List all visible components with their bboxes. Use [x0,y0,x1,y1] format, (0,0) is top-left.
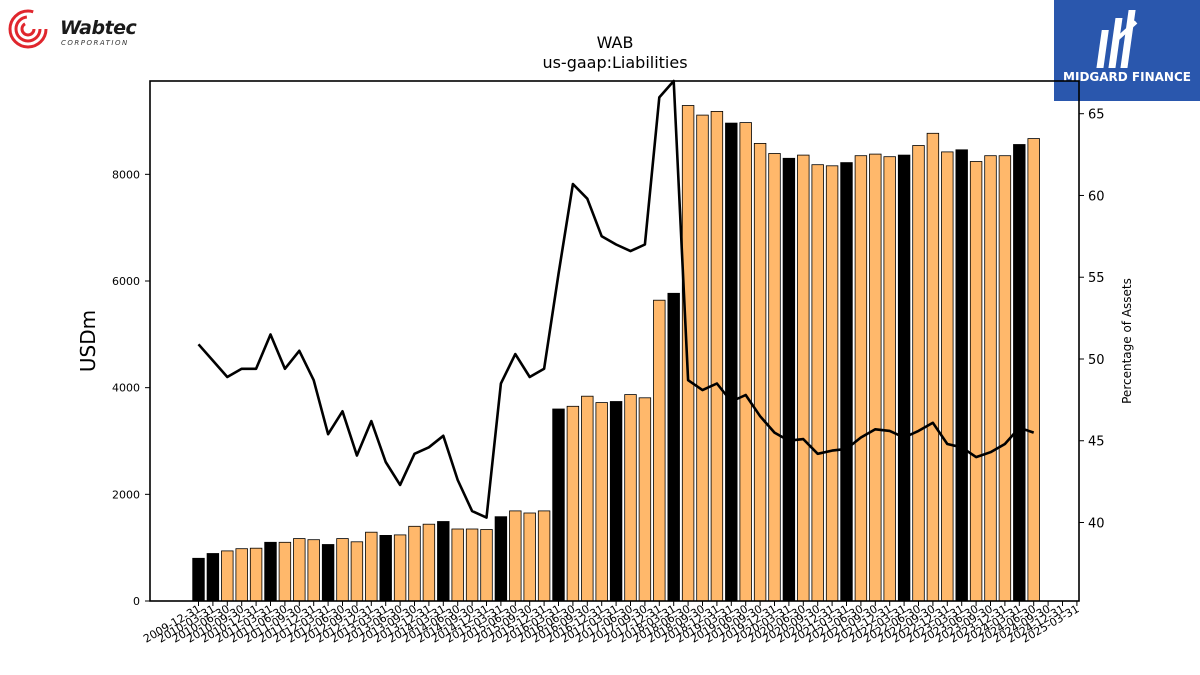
bar [595,402,608,602]
y2-tick-label: 60 [1088,189,1105,204]
bar [321,544,335,602]
y2-tick-label: 55 [1088,271,1105,286]
bar [696,114,709,602]
bar [307,539,320,602]
x-axis: 2009-12-312010-03-312010-06-302010-09-30… [141,601,1081,646]
bar [249,547,263,602]
y-axis: 0 2000 4000 6000 8000 [112,168,150,608]
y-tick-label: 2000 [112,488,140,501]
bar [912,145,925,602]
bar [897,154,911,602]
bar [624,394,637,602]
bar [854,155,868,602]
wabtec-name: Wabtec [60,17,137,39]
bar [653,299,666,602]
y2-tick-label: 65 [1088,108,1105,123]
bar [408,525,421,602]
bar [955,149,968,602]
bar [480,529,493,602]
bar [984,155,997,602]
bar [797,154,810,602]
bar [278,541,292,602]
bar [221,550,234,602]
y-axis-label: USDm [76,310,100,372]
bar [365,531,378,602]
bar [969,161,983,602]
bar [638,397,652,602]
bar [725,122,738,602]
bar [523,512,536,602]
bar [393,534,407,602]
bar [537,510,551,602]
bar [883,156,896,602]
percentage-line [197,79,1035,519]
bar [264,541,277,602]
y2-tick-label: 45 [1088,435,1105,450]
bar [1027,138,1040,602]
wabtec-swirl-icon [8,9,48,49]
bar [869,153,882,602]
bar [465,528,479,602]
bar [451,528,464,602]
y-tick-label: 8000 [112,168,140,181]
bar [336,538,349,602]
bar [739,122,752,602]
bar [710,111,724,602]
y2-tick-label: 40 [1088,517,1105,532]
wabtec-subtitle: CORPORATION [61,39,129,47]
bar [941,151,954,602]
bar [566,405,580,602]
y-tick-label: 0 [133,595,140,608]
bar [609,401,623,602]
y2-axis-label: Percentage of Assets [1120,278,1134,404]
bar [753,142,767,602]
wabtec-logo: Wabtec CORPORATION [8,8,148,52]
bar [509,510,522,602]
bar [293,538,306,602]
bar [998,155,1012,602]
y2-axis: 40 45 50 55 60 65 [1079,108,1105,532]
bar [581,395,594,602]
bar [552,408,565,602]
midgard-finance-name: MIDGARD FINANCE [1063,70,1191,84]
chart-subtitle: us-gaap:Liabilities [542,53,687,72]
bar [782,157,796,602]
bar [811,164,824,602]
bar [350,541,364,602]
bar [494,516,508,602]
chart-title: WAB [597,33,634,52]
bar [667,292,680,602]
bar-series [192,105,1040,602]
bar [840,162,853,602]
midgard-emblem-icon [1096,10,1138,68]
y2-tick-label: 50 [1088,353,1105,368]
bar [926,132,940,602]
y-tick-label: 6000 [112,275,140,288]
bar [1013,144,1026,602]
y-tick-label: 4000 [112,382,140,395]
bar [206,553,220,602]
bar [422,523,436,602]
bar [768,153,781,602]
bar [192,557,205,602]
plot-frame [149,80,1080,602]
bar [379,535,392,602]
bar [437,521,450,602]
bar [235,548,248,602]
bar [825,165,839,602]
